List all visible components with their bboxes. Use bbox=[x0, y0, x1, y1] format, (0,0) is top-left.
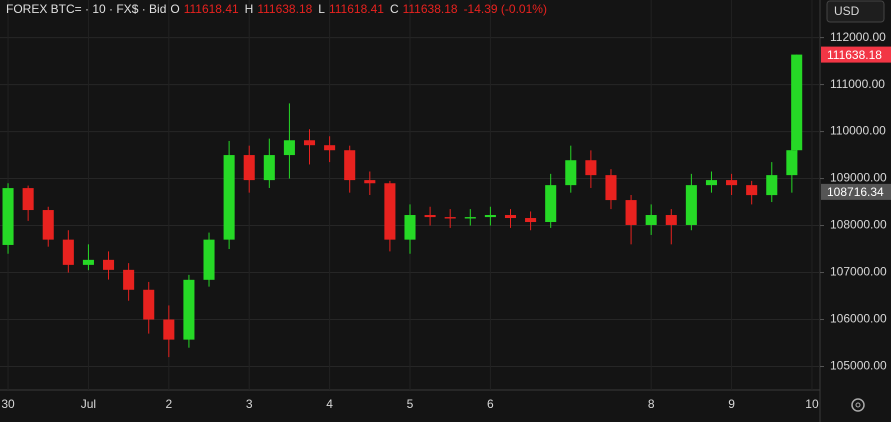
y-tick-label: 109000.00 bbox=[830, 171, 887, 185]
candle-body bbox=[791, 54, 803, 151]
candle-body bbox=[324, 145, 336, 151]
ohlc-key: H bbox=[244, 2, 254, 16]
ohlc-key: C bbox=[389, 2, 399, 16]
y-tick-label: 108000.00 bbox=[830, 218, 887, 232]
candle-body bbox=[424, 215, 436, 218]
x-tick-label: 5 bbox=[407, 397, 414, 411]
settings-icon[interactable] bbox=[851, 398, 865, 412]
price-tag bbox=[821, 46, 891, 63]
x-tick-label: 8 bbox=[648, 397, 655, 411]
candle-body bbox=[203, 239, 215, 280]
candle-body bbox=[103, 259, 115, 270]
candle-body bbox=[444, 217, 456, 219]
candle-body bbox=[82, 259, 94, 265]
price-tag bbox=[821, 183, 891, 200]
candle-body bbox=[525, 218, 537, 223]
candle-body bbox=[123, 269, 135, 290]
candle-body bbox=[243, 155, 255, 181]
candle-body bbox=[726, 180, 738, 186]
candle-body bbox=[163, 319, 175, 340]
legend-header: FOREX BTC= · 10 · FX$ · Bid O 111618.41 H 1… bbox=[6, 2, 549, 16]
settings-icon-center bbox=[855, 402, 861, 408]
price-tag-label: 108716.34 bbox=[827, 185, 884, 199]
y-tick-label: 106000.00 bbox=[830, 312, 887, 326]
candle-body bbox=[183, 279, 195, 340]
candle-body bbox=[223, 155, 235, 240]
candle-body bbox=[22, 188, 34, 211]
candle-body bbox=[786, 150, 798, 176]
x-tick-label: 10 bbox=[805, 397, 819, 411]
price-tag-label: 111638.18 bbox=[827, 48, 882, 62]
candle-body bbox=[605, 175, 617, 201]
ohlc-key: O bbox=[170, 2, 180, 16]
candle-body bbox=[705, 180, 717, 186]
currency-label[interactable]: USD bbox=[834, 4, 860, 18]
ohlc-value: 111618.41 bbox=[328, 2, 384, 16]
x-tick-label: 6 bbox=[487, 397, 494, 411]
ohlc-value: 111638.18 bbox=[402, 2, 458, 16]
candle-body bbox=[565, 160, 577, 186]
currency-button[interactable] bbox=[826, 0, 885, 23]
candle-body bbox=[484, 215, 496, 218]
candle-body bbox=[344, 150, 356, 181]
ohlc-value: 111638.18 bbox=[257, 2, 313, 16]
x-tick-label: Jul bbox=[81, 397, 96, 411]
candle-body bbox=[665, 215, 677, 225]
candle-body bbox=[143, 289, 155, 320]
y-tick-label: 111000.00 bbox=[830, 77, 885, 91]
candle-body bbox=[263, 155, 275, 181]
y-tick-label: 107000.00 bbox=[830, 265, 887, 279]
candle-body bbox=[42, 210, 54, 240]
y-tick-label: 110000.00 bbox=[830, 124, 886, 138]
candle-body bbox=[384, 183, 396, 240]
candle-body bbox=[504, 215, 517, 219]
x-tick-label: 3 bbox=[246, 397, 253, 411]
x-tick-label: 30 bbox=[1, 397, 15, 411]
candle-body bbox=[685, 185, 697, 225]
x-tick-label: 2 bbox=[165, 397, 172, 411]
candle-body bbox=[464, 217, 476, 219]
candle-body bbox=[303, 140, 316, 146]
x-tick-label: 9 bbox=[728, 397, 735, 411]
candle-body bbox=[746, 185, 758, 196]
candle-body bbox=[645, 215, 657, 225]
candle-body bbox=[283, 140, 295, 156]
candle-body bbox=[404, 215, 416, 240]
x-tick-label: 4 bbox=[326, 397, 333, 411]
candle-body bbox=[625, 200, 637, 225]
symbol-title: FOREX BTC= · 10 · FX$ · Bid bbox=[6, 2, 167, 16]
ohlc-key: L bbox=[318, 2, 325, 16]
candle-body bbox=[62, 239, 74, 265]
ohlc-value: 111618.41 bbox=[183, 2, 239, 16]
candle-body bbox=[585, 160, 597, 176]
y-tick-label: 105000.00 bbox=[830, 359, 887, 373]
candle-body bbox=[2, 188, 14, 245]
candle-body bbox=[545, 185, 557, 223]
change: -14.39 (-0.01%) bbox=[463, 2, 547, 16]
y-tick-label: 112000.00 bbox=[830, 30, 886, 44]
candle-body bbox=[364, 180, 376, 184]
candle-body bbox=[766, 175, 778, 196]
